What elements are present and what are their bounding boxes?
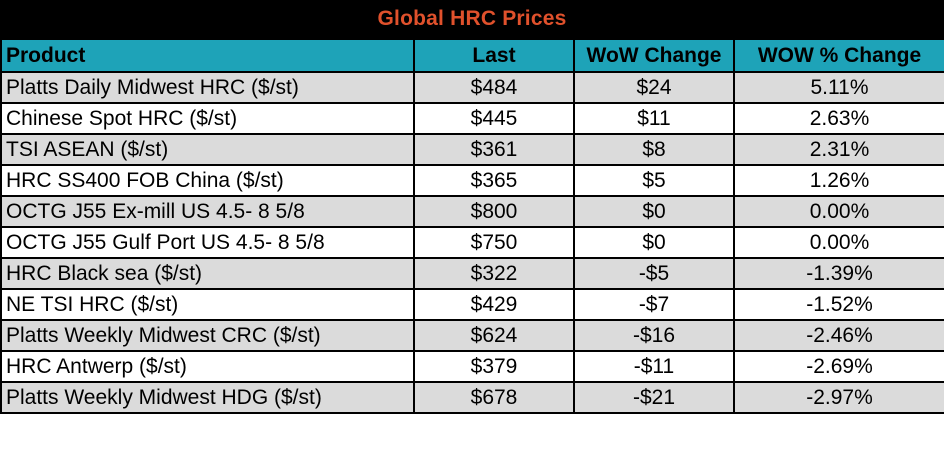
wow-pct-change-cell: 2.31%: [733, 133, 944, 166]
header-row: Product Last WoW Change WOW % Change: [0, 38, 944, 73]
wow-change-cell: $5: [573, 164, 735, 197]
product-cell: Platts Daily Midwest HRC ($/st): [0, 71, 415, 104]
wow-pct-change-cell: 0.00%: [733, 195, 944, 228]
last-price-cell: $750: [413, 226, 575, 259]
wow-change-cell: -$21: [573, 381, 735, 414]
table-row: OCTG J55 Ex-mill US 4.5- 8 5/8 $800 $0 0.00…: [0, 195, 944, 228]
wow-pct-change-cell: -2.46%: [733, 319, 944, 352]
last-price-cell: $800: [413, 195, 575, 228]
wow-pct-change-cell: 0.00%: [733, 226, 944, 259]
product-cell: TSI ASEAN ($/st): [0, 133, 415, 166]
product-cell: Platts Weekly Midwest HDG ($/st): [0, 381, 415, 414]
product-cell: Platts Weekly Midwest CRC ($/st): [0, 319, 415, 352]
last-price-cell: $484: [413, 71, 575, 104]
last-price-cell: $365: [413, 164, 575, 197]
header-product: Product: [0, 38, 415, 73]
wow-pct-change-cell: -2.69%: [733, 350, 944, 383]
table-row: OCTG J55 Gulf Port US 4.5- 8 5/8 $750 $0 0.…: [0, 226, 944, 259]
wow-pct-change-cell: -1.39%: [733, 257, 944, 290]
product-cell: Chinese Spot HRC ($/st): [0, 102, 415, 135]
wow-change-cell: $0: [573, 195, 735, 228]
product-cell: OCTG J55 Gulf Port US 4.5- 8 5/8: [0, 226, 415, 259]
last-price-cell: $445: [413, 102, 575, 135]
product-cell: HRC Antwerp ($/st): [0, 350, 415, 383]
wow-pct-change-cell: 5.11%: [733, 71, 944, 104]
header-last: Last: [413, 38, 575, 73]
table-row: Platts Weekly Midwest CRC ($/st) $624 -$16…: [0, 319, 944, 352]
product-cell: OCTG J55 Ex-mill US 4.5- 8 5/8: [0, 195, 415, 228]
table-body: Platts Daily Midwest HRC ($/st) $484 $24 5.…: [0, 71, 944, 414]
wow-change-cell: $24: [573, 71, 735, 104]
wow-change-cell: -$5: [573, 257, 735, 290]
wow-change-cell: -$16: [573, 319, 735, 352]
table-row: TSI ASEAN ($/st) $361 $8 2.31%: [0, 133, 944, 166]
wow-change-cell: -$11: [573, 350, 735, 383]
wow-pct-change-cell: 2.63%: [733, 102, 944, 135]
table-row: HRC SS400 FOB China ($/st) $365 $5 1.26%: [0, 164, 944, 197]
wow-change-cell: $0: [573, 226, 735, 259]
wow-pct-change-cell: 1.26%: [733, 164, 944, 197]
table-row: NE TSI HRC ($/st) $429 -$7 -1.52%: [0, 288, 944, 321]
table-row: HRC Antwerp ($/st) $379 -$11 -2.69%: [0, 350, 944, 383]
last-price-cell: $678: [413, 381, 575, 414]
last-price-cell: $379: [413, 350, 575, 383]
wow-change-cell: -$7: [573, 288, 735, 321]
last-price-cell: $429: [413, 288, 575, 321]
product-cell: NE TSI HRC ($/st): [0, 288, 415, 321]
table-row: Platts Daily Midwest HRC ($/st) $484 $24 5.…: [0, 71, 944, 104]
wow-change-cell: $8: [573, 133, 735, 166]
product-cell: HRC SS400 FOB China ($/st): [0, 164, 415, 197]
last-price-cell: $361: [413, 133, 575, 166]
header-wow-pct-change: WOW % Change: [733, 38, 944, 73]
product-cell: HRC Black sea ($/st): [0, 257, 415, 290]
wow-pct-change-cell: -2.97%: [733, 381, 944, 414]
table-row: Platts Weekly Midwest HDG ($/st) $678 -$21…: [0, 381, 944, 414]
header-wow-change: WoW Change: [573, 38, 735, 73]
title-bar: Global HRC Prices: [0, 0, 944, 38]
last-price-cell: $322: [413, 257, 575, 290]
last-price-cell: $624: [413, 319, 575, 352]
table-row: Chinese Spot HRC ($/st) $445 $11 2.63%: [0, 102, 944, 135]
table-row: HRC Black sea ($/st) $322 -$5 -1.39%: [0, 257, 944, 290]
wow-pct-change-cell: -1.52%: [733, 288, 944, 321]
hrc-prices-table: Product Last WoW Change WOW % Change Pla…: [0, 38, 944, 414]
wow-change-cell: $11: [573, 102, 735, 135]
table-title: Global HRC Prices: [377, 7, 567, 30]
